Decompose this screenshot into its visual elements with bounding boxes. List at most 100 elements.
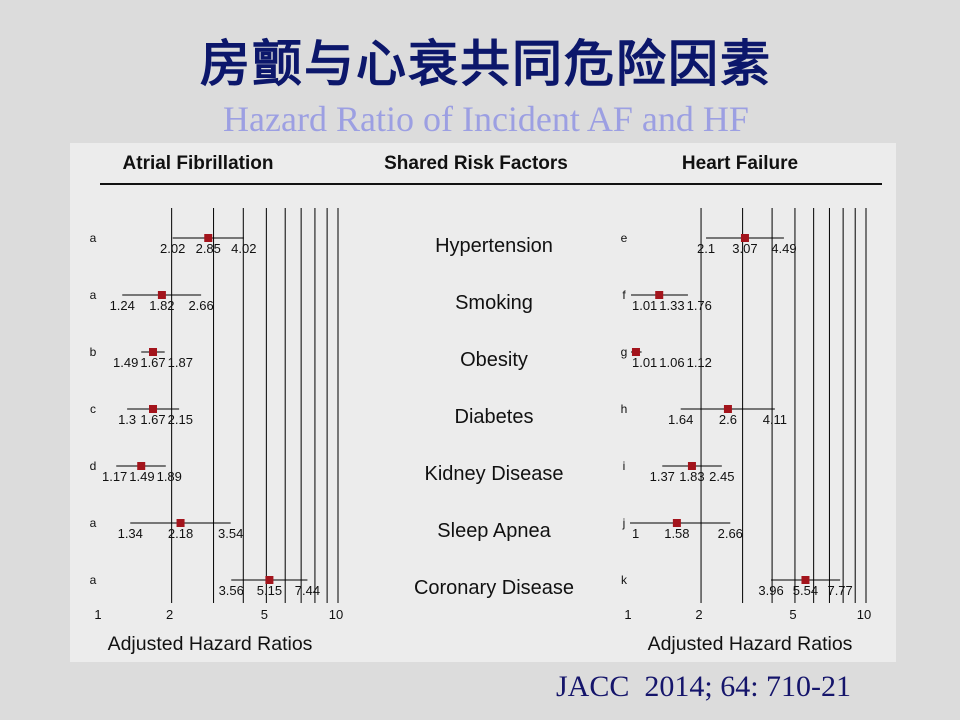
ci-upper-label: 2.15: [168, 412, 193, 427]
footnote-letter: a: [90, 516, 97, 530]
hazard-ratio-label: 5.54: [793, 583, 818, 598]
hazard-ratio-label: 1.33: [659, 298, 684, 313]
hf-row-2: g 1.01 1.06 1.12: [621, 345, 712, 370]
hf-row-1: f 1.01 1.33 1.76: [622, 288, 712, 313]
ci-upper-label: 2.45: [709, 469, 734, 484]
af-row-0: a 2.02 2.85 4.02: [90, 231, 257, 256]
hazard-ratio-label: 1.06: [659, 355, 684, 370]
risk-factor-label: Smoking: [455, 292, 533, 314]
footnote-letter: h: [621, 402, 628, 416]
hazard-ratio-label: 2.18: [168, 526, 193, 541]
hazard-ratio-marker: [655, 291, 664, 299]
ci-lower-label: 1.64: [668, 412, 693, 427]
ci-lower-label: 1.49: [113, 355, 138, 370]
header-shared-risk-factors: Shared Risk Factors: [384, 153, 568, 174]
footnote-letter: d: [90, 459, 97, 473]
ci-upper-label: 1.12: [687, 355, 712, 370]
af-forest-plot: 1 2 5 10 Adjusted Hazard Ratios a 2.02 2.85 4.02…: [90, 208, 343, 655]
x-axis-label: Adjusted Hazard Ratios: [648, 633, 853, 655]
hazard-ratio-marker: [204, 234, 213, 242]
footnote-letter: j: [622, 516, 626, 530]
ci-upper-label: 2.66: [718, 526, 743, 541]
x-tick-label-1: 1: [624, 607, 631, 622]
risk-factor-label: Kidney Disease: [425, 463, 564, 485]
ci-lower-label: 1.17: [102, 469, 127, 484]
ci-lower-label: 1.01: [632, 298, 657, 313]
ci-lower-label: 1.37: [650, 469, 675, 484]
risk-factor-label: Hypertension: [435, 235, 553, 257]
citation: JACC 2014; 64: 710-21: [556, 670, 852, 703]
footnote-letter: b: [90, 345, 97, 359]
hazard-ratio-label: 5.15: [257, 583, 282, 598]
ci-upper-label: 1.87: [168, 355, 193, 370]
ci-lower-label: 1.24: [110, 298, 135, 313]
ci-upper-label: 4.02: [231, 241, 256, 256]
hazard-ratio-label: 1.67: [140, 355, 165, 370]
hazard-ratio-label: 1.83: [679, 469, 704, 484]
af-row-5: a 1.34 2.18 3.54: [90, 516, 244, 541]
x-tick-label-5: 5: [789, 607, 796, 622]
footnote-letter: f: [622, 288, 626, 302]
header-heart-failure: Heart Failure: [681, 153, 799, 174]
footnote-letter: e: [621, 231, 628, 245]
ci-upper-label: 7.77: [827, 583, 852, 598]
hazard-ratio-label: 1.58: [664, 526, 689, 541]
hazard-ratio-marker: [672, 519, 681, 527]
footnote-letter: c: [90, 402, 96, 416]
risk-factor-label: Sleep Apnea: [437, 520, 551, 542]
ci-upper-label: 7.44: [295, 583, 320, 598]
ci-upper-label: 4.49: [771, 241, 796, 256]
ci-upper-label: 1.76: [687, 298, 712, 313]
hazard-ratio-marker: [723, 405, 732, 413]
hf-forest-plot: 1 2 5 10 Adjusted Hazard Ratios e 2.1 3.07 4.49 f…: [621, 208, 871, 655]
hazard-ratio-label: 1.82: [149, 298, 174, 313]
ci-lower-label: 3.56: [219, 583, 244, 598]
hazard-ratio-label: 3.07: [732, 241, 757, 256]
ci-lower-label: 1: [632, 526, 639, 541]
ci-lower-label: 3.96: [758, 583, 783, 598]
ci-upper-label: 2.66: [188, 298, 213, 313]
hazard-ratio-marker: [149, 405, 158, 413]
hazard-ratio-marker: [137, 462, 146, 470]
ci-lower-label: 1.34: [118, 526, 143, 541]
hazard-ratio-marker: [176, 519, 185, 527]
risk-factor-label: Obesity: [460, 349, 528, 371]
footnote-letter: a: [90, 231, 97, 245]
af-row-6: a 3.56 5.15 7.44: [90, 573, 320, 598]
hazard-ratio-marker: [740, 234, 749, 242]
ci-upper-label: 3.54: [218, 526, 243, 541]
header-atrial-fibrillation: Atrial Fibrillation: [122, 153, 274, 174]
ci-lower-label: 2.02: [160, 241, 185, 256]
x-tick-label-2: 2: [166, 607, 173, 622]
af-row-4: d 1.17 1.49 1.89: [90, 459, 182, 484]
x-axis-label: Adjusted Hazard Ratios: [108, 633, 313, 655]
ci-upper-label: 1.89: [157, 469, 182, 484]
header-divider: [100, 183, 882, 185]
risk-factor-label: Diabetes: [455, 406, 534, 428]
hf-row-0: e 2.1 3.07 4.49: [621, 231, 797, 256]
hf-row-6: k 3.96 5.54 7.77: [621, 573, 853, 598]
hazard-ratio-label: 2.6: [719, 412, 737, 427]
footnote-letter: a: [90, 288, 97, 302]
hazard-ratio-label: 1.67: [140, 412, 165, 427]
hazard-ratio-marker: [687, 462, 696, 470]
footnote-letter: g: [621, 345, 628, 359]
footnote-letter: k: [621, 573, 628, 587]
risk-factor-labels: Hypertension Smoking Obesity Diabetes Kidney…: [414, 235, 574, 599]
hf-row-3: h 1.64 2.6 4.11: [621, 402, 787, 427]
footnote-letter: i: [623, 459, 626, 473]
af-row-3: c 1.3 1.67 2.15: [90, 402, 193, 427]
hf-row-4: i 1.37 1.83 2.45: [623, 459, 735, 484]
ci-lower-label: 1.3: [118, 412, 136, 427]
ci-lower-label: 1.01: [632, 355, 657, 370]
x-tick-label-10: 10: [329, 607, 343, 622]
footnote-letter: a: [90, 573, 97, 587]
hazard-ratio-marker: [265, 576, 274, 584]
hazard-ratio-marker: [149, 348, 158, 356]
ci-lower-label: 2.1: [697, 241, 715, 256]
figure-panel: [70, 143, 896, 662]
hazard-ratio-label: 1.49: [129, 469, 154, 484]
x-tick-label-10: 10: [857, 607, 871, 622]
